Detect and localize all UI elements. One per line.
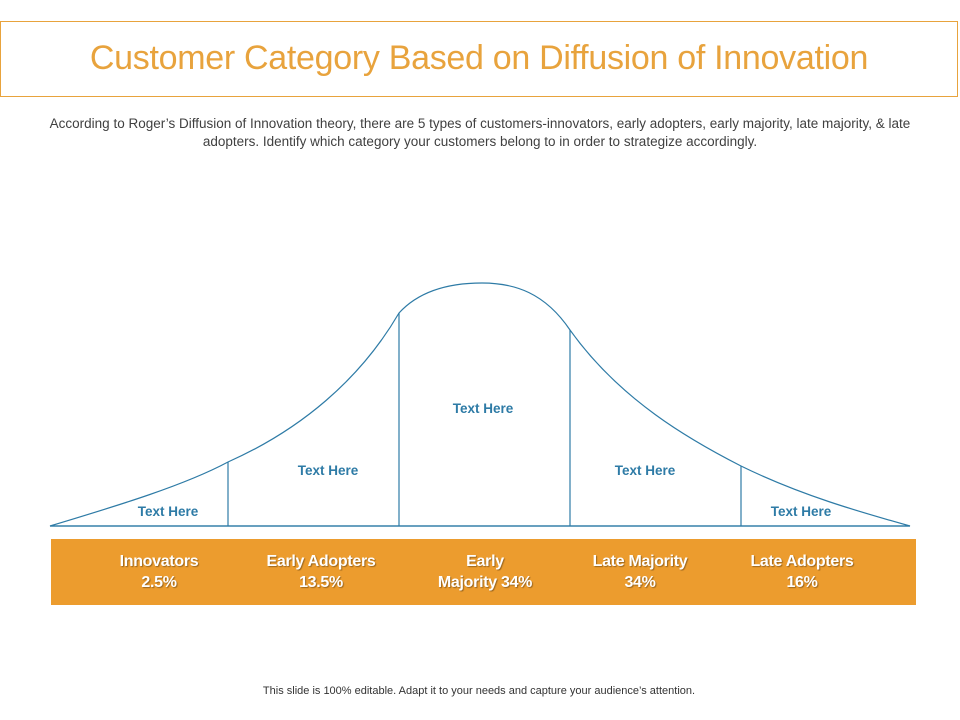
- category-early-adopters: Early Adopters 13.5%: [241, 551, 401, 593]
- category-early-majority: Early Majority 34%: [405, 551, 565, 593]
- category-innovators: Innovators 2.5%: [79, 551, 239, 593]
- segment-label-early-adopters: Text Here: [297, 463, 359, 478]
- category-name: Innovators: [119, 553, 199, 570]
- category-percent: 34%: [624, 574, 656, 591]
- category-name: Early Adopters: [266, 553, 376, 570]
- category-percent: 13.5%: [299, 574, 343, 591]
- category-percent: 2.5%: [141, 574, 177, 591]
- segment-label-early-majority: Text Here: [452, 401, 514, 416]
- category-percent: 16%: [786, 574, 818, 591]
- category-percent: Majority 34%: [437, 574, 533, 591]
- page-title: Customer Category Based on Diffusion of …: [89, 38, 869, 77]
- subtitle-text: According to Roger’s Diffusion of Innova…: [49, 116, 911, 149]
- category-late-adopters: Late Adopters 16%: [722, 551, 882, 593]
- footer-note: This slide is 100% editable. Adapt it to…: [262, 685, 696, 697]
- category-band: [51, 539, 916, 605]
- category-late-majority: Late Majority 34%: [560, 551, 720, 593]
- segment-label-late-adopters: Text Here: [770, 504, 832, 519]
- category-name: Early: [466, 553, 504, 570]
- segment-label-late-majority: Text Here: [614, 463, 676, 478]
- category-name: Late Adopters: [750, 553, 854, 570]
- category-name: Late Majority: [592, 553, 688, 570]
- title-box: Customer Category Based on Diffusion of …: [0, 21, 958, 97]
- segment-label-innovators: Text Here: [137, 504, 199, 519]
